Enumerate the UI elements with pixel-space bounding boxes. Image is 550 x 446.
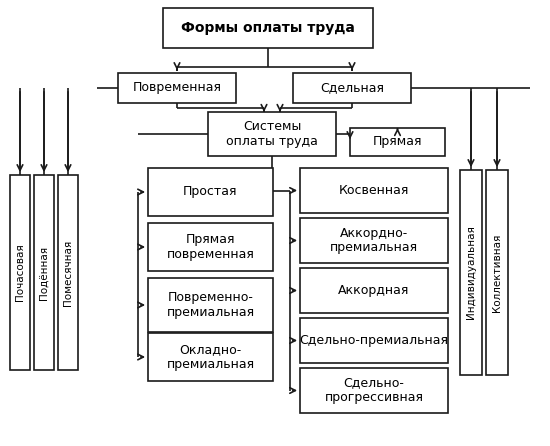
Text: Почасовая: Почасовая: [15, 244, 25, 301]
Bar: [300, 218, 448, 263]
Text: Коллективная: Коллективная: [492, 233, 502, 312]
Text: Повременно-
премиальная: Повременно- премиальная: [167, 291, 255, 319]
Bar: [58, 175, 78, 370]
Text: Прямая: Прямая: [373, 136, 422, 149]
Text: Системы
оплаты труда: Системы оплаты труда: [226, 120, 318, 148]
Text: Простая: Простая: [183, 186, 238, 198]
Bar: [293, 73, 411, 103]
Text: Косвенная: Косвенная: [339, 184, 409, 197]
Bar: [118, 73, 236, 103]
Text: Формы оплаты труда: Формы оплаты труда: [181, 21, 355, 35]
Bar: [163, 8, 373, 48]
Bar: [460, 170, 482, 375]
Bar: [148, 168, 273, 216]
Bar: [10, 175, 30, 370]
Text: Сдельно-
прогрессивная: Сдельно- прогрессивная: [324, 376, 424, 405]
Text: Повременная: Повременная: [133, 82, 222, 95]
Text: Сдельная: Сдельная: [320, 82, 384, 95]
Bar: [148, 333, 273, 381]
Text: Подённая: Подённая: [39, 245, 49, 300]
Text: Окладно-
премиальная: Окладно- премиальная: [167, 343, 255, 371]
Text: Аккордно-
премиальная: Аккордно- премиальная: [330, 227, 418, 255]
Bar: [300, 368, 448, 413]
Bar: [148, 223, 273, 271]
Text: Индивидуальная: Индивидуальная: [466, 226, 476, 319]
Text: Сдельно-премиальная: Сдельно-премиальная: [300, 334, 448, 347]
Bar: [486, 170, 508, 375]
Bar: [300, 318, 448, 363]
Bar: [300, 268, 448, 313]
Bar: [350, 128, 445, 156]
Bar: [34, 175, 54, 370]
Text: Аккордная: Аккордная: [338, 284, 410, 297]
Bar: [148, 278, 273, 332]
Bar: [208, 112, 336, 156]
Text: Прямая
повременная: Прямая повременная: [167, 233, 255, 261]
Bar: [300, 168, 448, 213]
Text: Помесячная: Помесячная: [63, 240, 73, 306]
